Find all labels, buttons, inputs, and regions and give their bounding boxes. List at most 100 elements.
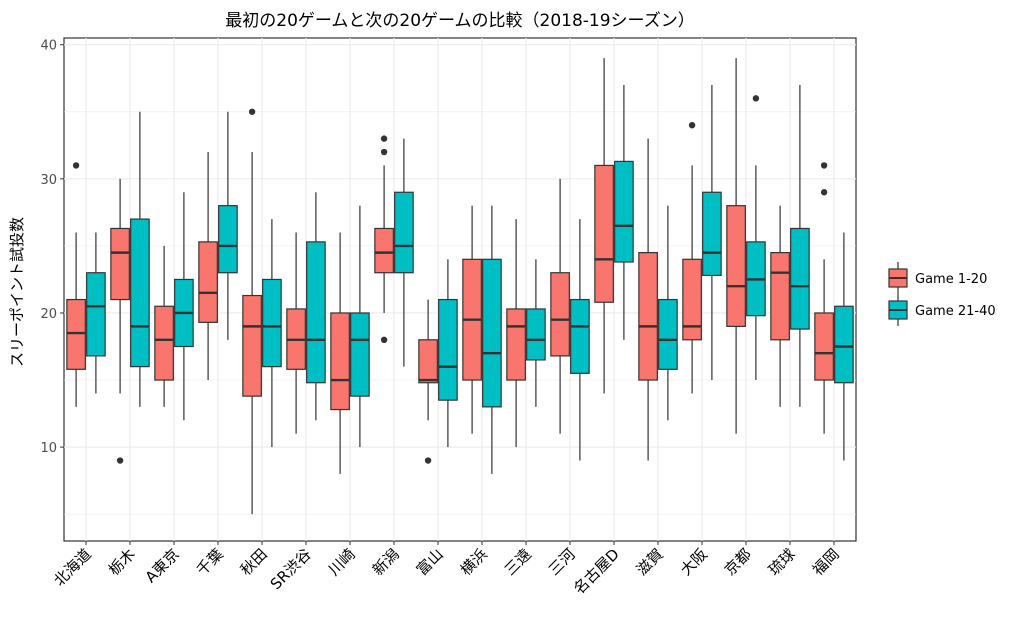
box-plot (286, 232, 306, 434)
box-iqr (702, 191, 722, 277)
box-plot (330, 232, 350, 474)
box-iqr (814, 312, 834, 381)
box-plot (130, 111, 150, 407)
box-plot (198, 152, 218, 381)
box-plot (154, 245, 174, 407)
box-plot (66, 162, 86, 407)
outlier-point (820, 162, 828, 169)
box-iqr (594, 164, 614, 303)
box-iqr (66, 298, 86, 370)
box-plot (438, 259, 458, 448)
legend-label: Game 21-40 (915, 304, 996, 319)
x-tick-label: 琉球 (765, 545, 799, 579)
box-plot (306, 192, 326, 421)
legend-item: Game 21-40 (888, 294, 996, 326)
outlier-point (752, 95, 760, 102)
box-iqr (154, 305, 174, 381)
box-plot (262, 219, 282, 448)
box-iqr (130, 218, 150, 368)
box-plot (638, 138, 658, 461)
x-tick-label: 福岡 (809, 545, 843, 579)
y-tick-label: 40 (40, 39, 57, 54)
box-iqr (526, 308, 546, 361)
box-iqr (350, 312, 370, 397)
box-plot (418, 299, 438, 464)
box-iqr (614, 160, 634, 263)
outlier-point (424, 457, 432, 464)
x-tick-label: A東京 (142, 545, 183, 586)
box-plot (726, 58, 746, 434)
outlier-point (380, 135, 388, 142)
y-tick-label: 30 (40, 173, 57, 188)
box-iqr (658, 298, 678, 370)
outlier-point (688, 121, 696, 129)
box-plot (110, 178, 130, 464)
legend-label: Game 1-20 (915, 272, 987, 287)
box-iqr (726, 205, 746, 327)
box-plot (462, 205, 482, 434)
box-plot (350, 205, 370, 448)
x-tick-label: 滋賀 (633, 545, 667, 579)
box-iqr (770, 252, 790, 341)
x-tick-label: 三河 (545, 545, 579, 579)
x-tick-label: 新潟 (369, 545, 403, 579)
x-tick-label: 栃木 (105, 545, 139, 579)
box-iqr (550, 272, 570, 357)
legend-item: Game 1-20 (888, 262, 987, 294)
box-iqr (374, 227, 394, 274)
outlier-point (248, 108, 256, 115)
outlier-point (820, 189, 828, 196)
y-tick-label: 20 (40, 307, 57, 322)
x-tick-label: SR渋谷 (267, 545, 315, 593)
box-iqr (86, 272, 106, 357)
x-tick-label: 京都 (721, 545, 755, 579)
box-plot (702, 84, 722, 381)
box-series (66, 58, 854, 515)
box-plot (218, 111, 238, 340)
x-tick-label: 横浜 (457, 545, 491, 579)
box-plot (570, 219, 590, 461)
box-plot (746, 95, 766, 381)
box-iqr (306, 241, 326, 384)
box-plot (174, 192, 194, 421)
box-iqr (638, 252, 658, 381)
box-plot (790, 84, 810, 407)
grid-lines (64, 38, 856, 541)
box-plot (614, 84, 634, 340)
box-plot (506, 219, 526, 448)
box-plot (526, 259, 546, 407)
box-iqr (110, 227, 130, 301)
box-plot (682, 121, 702, 394)
x-tick-label: 千葉 (193, 545, 227, 579)
chart-title: 最初の20ゲームと次の20ゲームの比較（2018-19シーズン） (225, 11, 694, 31)
box-plot (550, 178, 570, 434)
box-iqr (242, 294, 262, 397)
box-iqr (682, 258, 702, 341)
y-axis-label: スリーポイント試投数 (8, 217, 26, 367)
box-iqr (438, 298, 458, 401)
box-plot (242, 108, 262, 515)
series-1 (66, 58, 834, 515)
box-plot (394, 138, 414, 367)
plot-panel (63, 37, 857, 542)
box-iqr (506, 308, 526, 381)
box-iqr (570, 298, 590, 374)
box-iqr (418, 339, 438, 384)
outlier-point (72, 162, 80, 169)
outlier-point (380, 148, 388, 156)
outlier-point (116, 457, 124, 464)
series-2 (86, 84, 854, 474)
box-plot (594, 58, 614, 394)
x-tick-label: 大阪 (677, 545, 711, 579)
box-iqr (834, 305, 854, 384)
x-tick-label: 川崎 (325, 545, 359, 579)
x-tick-label: 三遠 (501, 545, 535, 579)
x-tick-label: 富山 (413, 545, 447, 579)
box-plot (770, 205, 790, 407)
y-axis: 10 20 30 40 (40, 39, 64, 456)
box-plot (814, 162, 834, 434)
box-plot (374, 135, 394, 343)
box-iqr (198, 241, 218, 323)
